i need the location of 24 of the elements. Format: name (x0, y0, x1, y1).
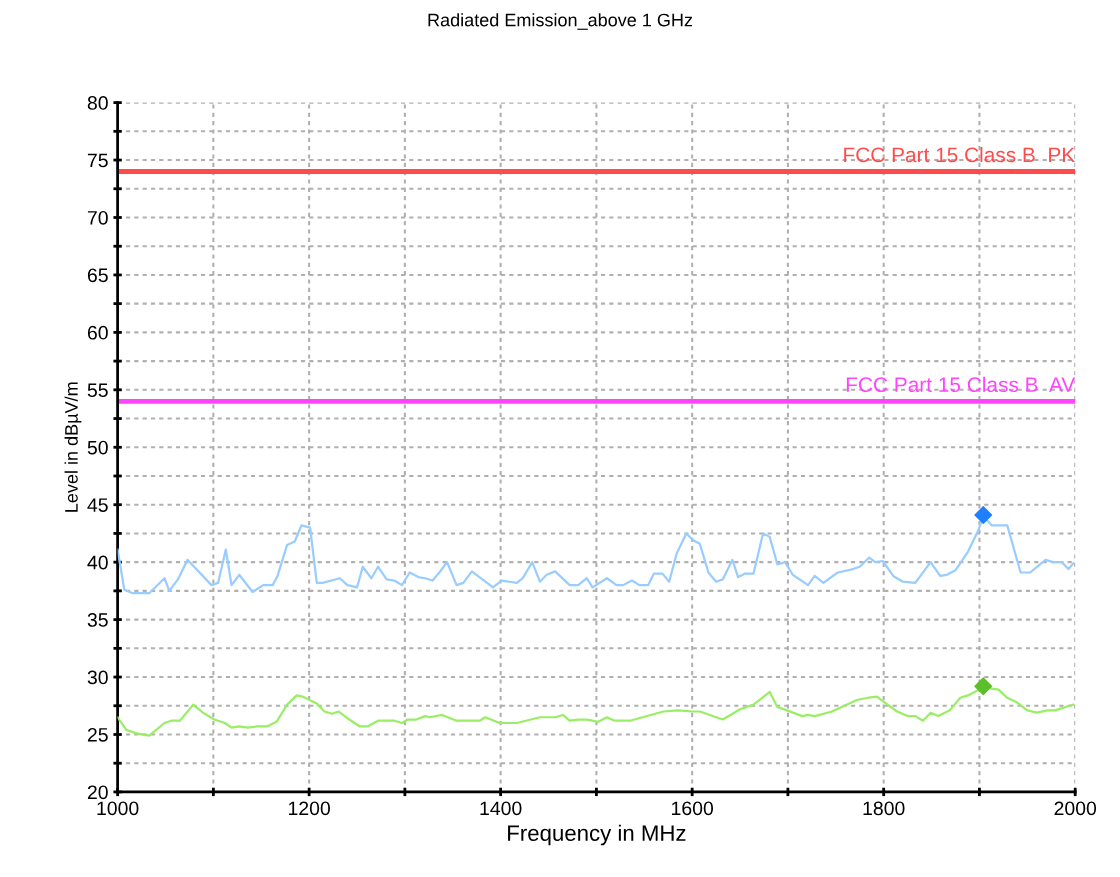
x-tick-label: 1000 (97, 801, 139, 816)
y-tick-label: 20 (87, 785, 108, 800)
x-tick-label: 1600 (672, 801, 714, 816)
y-tick-label: 40 (87, 555, 108, 570)
y-tick-label: 65 (87, 268, 108, 283)
x-tick-label: 1400 (480, 801, 522, 816)
x-tick-label: 2000 (1054, 801, 1097, 816)
y-tick-label: 35 (87, 613, 108, 627)
y-tick-label: 25 (87, 727, 108, 742)
y-tick-label: 45 (87, 498, 108, 512)
x-axis-title: Frequency in MHz (508, 824, 686, 846)
ref-line-label: FCC Part 15 Class B AV (846, 376, 1076, 393)
x-tick-label: 1200 (288, 801, 330, 816)
y-tick-label: 50 (87, 440, 108, 455)
y-tick-label: 30 (87, 670, 108, 685)
y-tick-label: 70 (87, 210, 108, 225)
y-tick-label: 75 (87, 153, 108, 168)
x-tick-label: 1800 (863, 801, 905, 816)
ref-line-label: FCC Part 15 Class B PK (844, 146, 1075, 163)
y-tick-label: 55 (87, 383, 108, 398)
y-axis-title: Level in dBµV/m (64, 382, 82, 512)
y-tick-label: 60 (87, 325, 108, 340)
y-tick-label: 80 (87, 96, 108, 110)
chart-title: Radiated Emission_above 1 GHz (428, 13, 693, 30)
